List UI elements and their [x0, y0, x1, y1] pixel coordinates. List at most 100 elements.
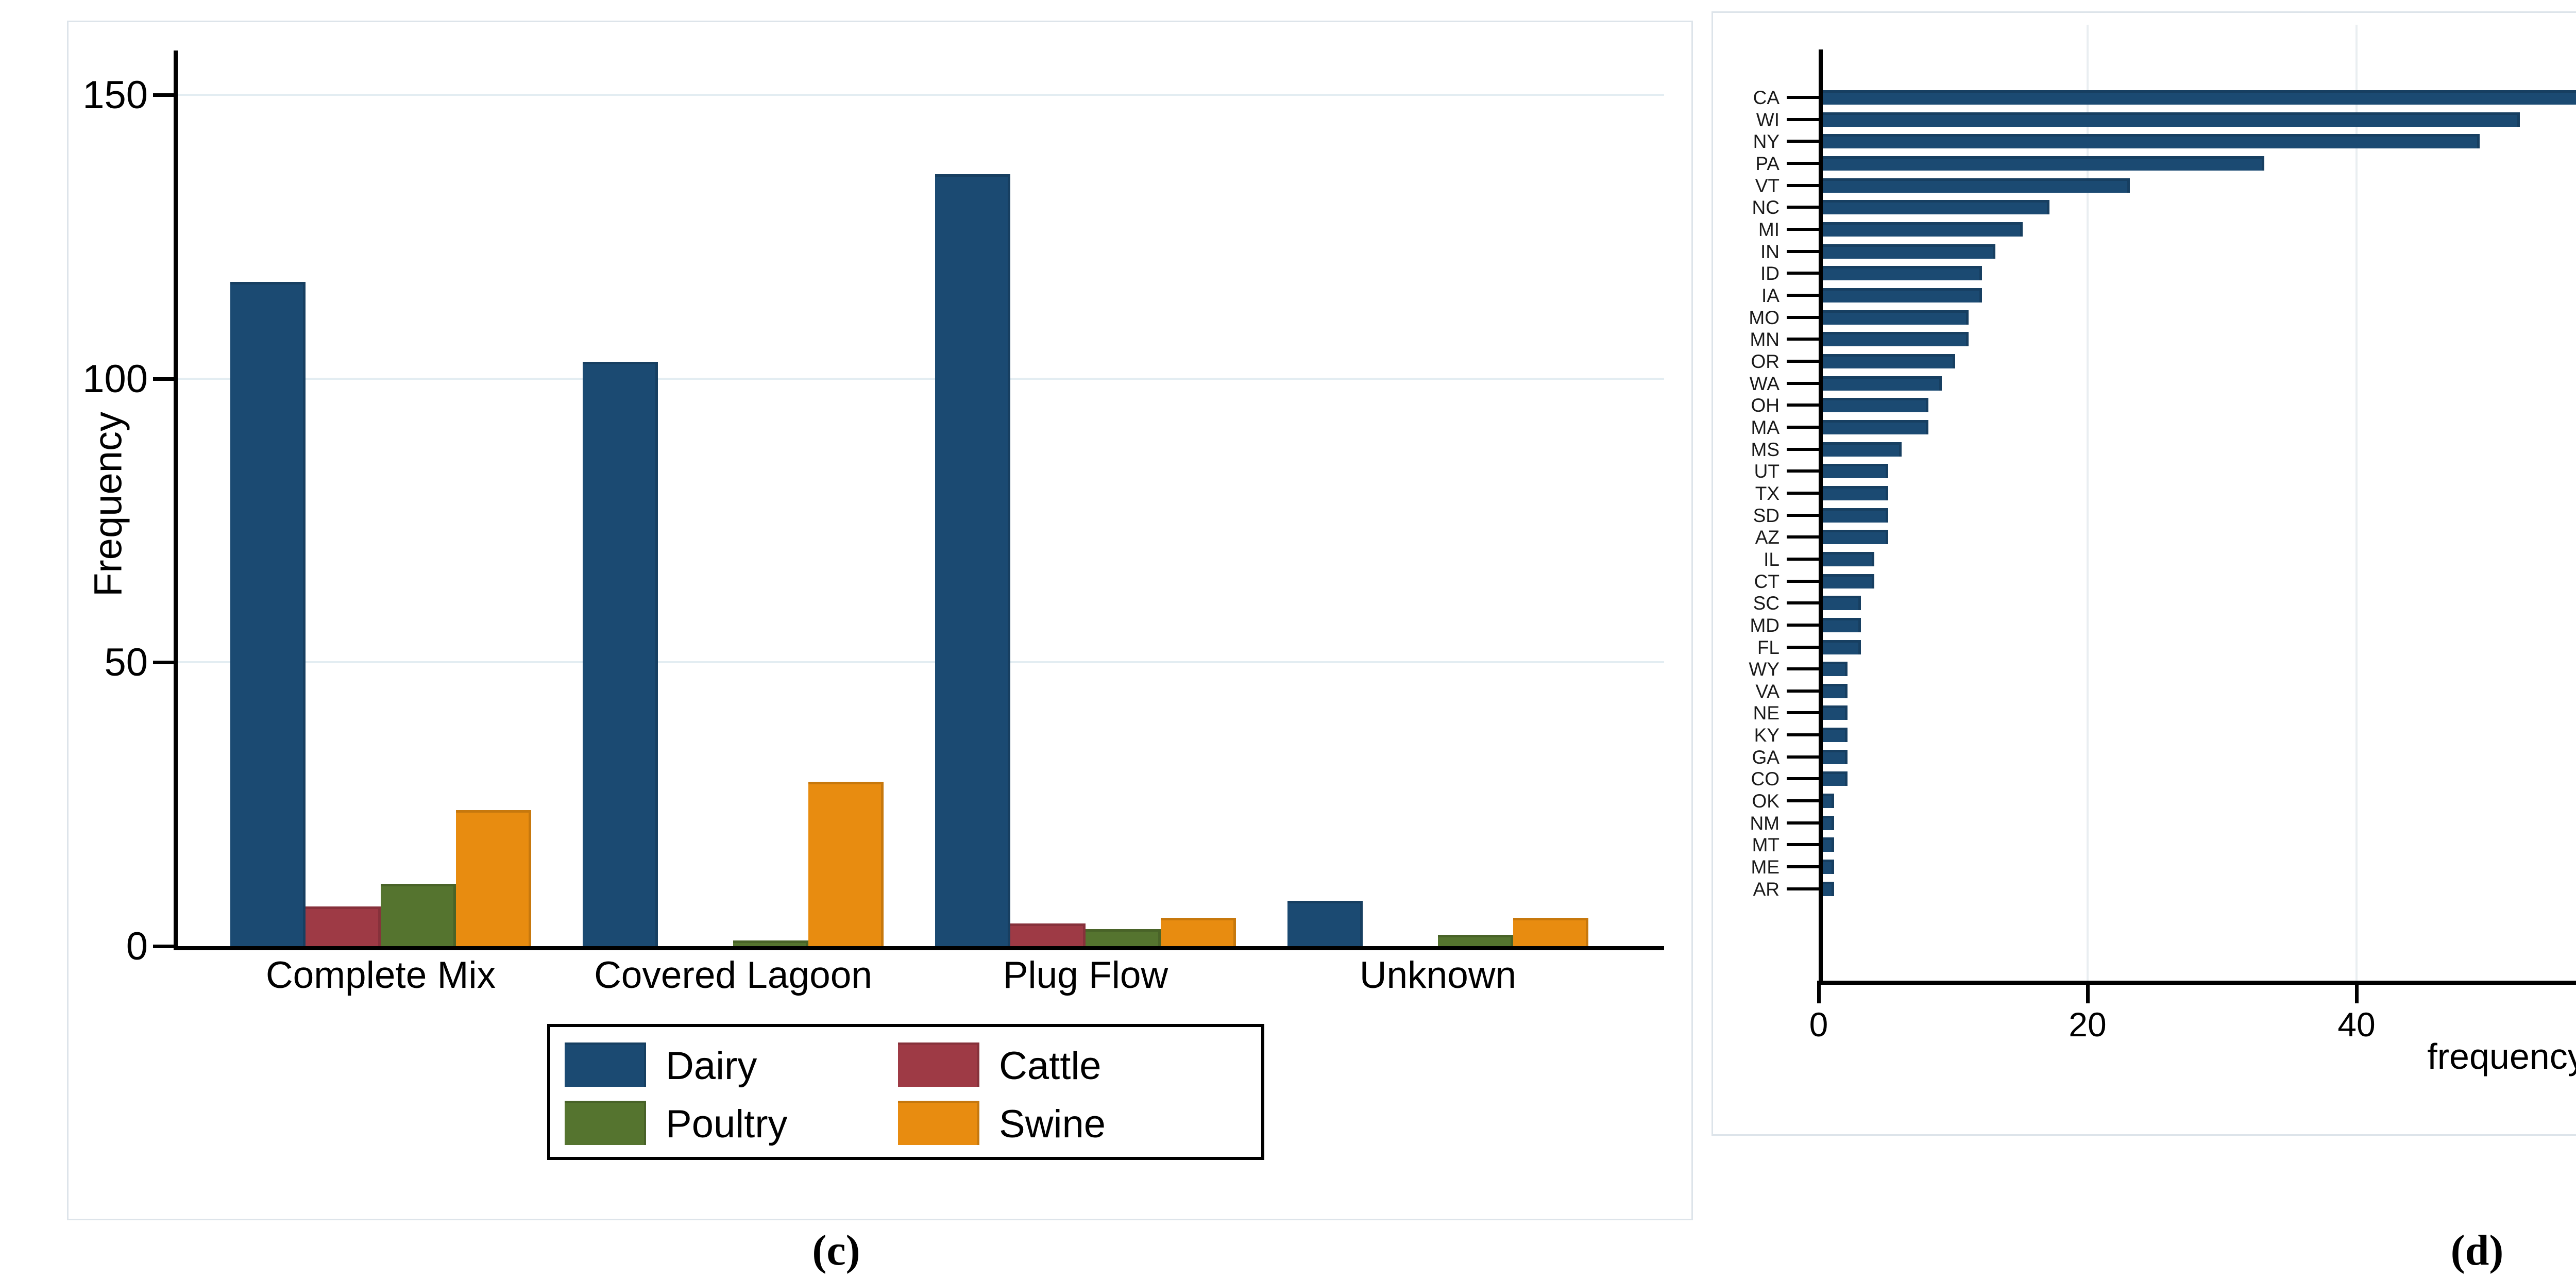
x-tick-label-20: 20 — [2069, 1005, 2107, 1044]
state-tick-ms — [1787, 447, 1819, 451]
y-tick-150 — [153, 93, 174, 97]
y-axis-line — [174, 51, 178, 950]
hbar-ar — [1821, 881, 1835, 896]
legend-swatch-cattle — [898, 1042, 979, 1087]
hbar-wi — [1821, 112, 2520, 127]
x-tick-20 — [2086, 981, 2090, 1003]
legend-label-poultry: Poultry — [666, 1102, 788, 1146]
hbar-pa — [1821, 156, 2265, 171]
state-tick-ky — [1787, 733, 1819, 737]
gridline-y-100 — [174, 377, 1664, 380]
state-tick-md — [1787, 623, 1819, 627]
x-tick-0 — [1817, 981, 1821, 1003]
state-tick-wa — [1787, 381, 1819, 385]
y-tick-label-0: 0 — [126, 924, 148, 968]
state-tick-nm — [1787, 821, 1819, 825]
hbar-ny — [1821, 134, 2480, 149]
x-tick-label-40: 40 — [2337, 1005, 2376, 1044]
state-tick-pa — [1787, 161, 1819, 165]
state-tick-ar — [1787, 887, 1819, 890]
state-tick-wy — [1787, 667, 1819, 671]
state-label-in: IN — [1760, 241, 1780, 262]
state-label-ar: AR — [1753, 878, 1780, 900]
category-label-2: Plug Flow — [1003, 954, 1168, 996]
state-label-mt: MT — [1752, 834, 1780, 856]
state-label-ny: NY — [1753, 131, 1780, 153]
bar-cattle-0 — [306, 906, 381, 946]
legend-swatch-swine — [898, 1101, 979, 1145]
state-tick-wi — [1787, 117, 1819, 121]
hbar-co — [1821, 771, 1848, 786]
hbar-ca — [1821, 90, 2576, 105]
bar-dairy-2 — [935, 174, 1010, 946]
category-label-3: Unknown — [1359, 954, 1517, 996]
state-label-mi: MI — [1758, 218, 1780, 240]
bar-swine-1 — [808, 781, 884, 946]
state-label-va: VA — [1755, 680, 1780, 702]
hbar-az — [1821, 530, 1888, 545]
x-tick-label-0: 0 — [1809, 1005, 1828, 1044]
state-label-vt: VT — [1755, 175, 1780, 196]
state-tick-ct — [1787, 579, 1819, 583]
bar-cattle-2 — [1010, 923, 1086, 946]
state-label-ct: CT — [1754, 570, 1780, 592]
state-label-ga: GA — [1752, 746, 1780, 768]
y-tick-label-50: 50 — [104, 641, 148, 685]
state-label-co: CO — [1751, 768, 1780, 790]
state-tick-ga — [1787, 755, 1819, 759]
state-tick-mo — [1787, 315, 1819, 319]
state-label-pa: PA — [1755, 153, 1780, 174]
hbar-nm — [1821, 815, 1835, 830]
caption-c: (c) — [812, 1226, 860, 1274]
state-label-ut: UT — [1754, 461, 1780, 482]
x-tick-label-60: 60 — [2574, 1007, 2576, 1041]
state-label-ok: OK — [1752, 791, 1780, 812]
state-tick-ca — [1787, 96, 1819, 99]
gridline-x-40 — [2355, 25, 2358, 981]
state-tick-me — [1787, 865, 1819, 869]
state-label-ma: MA — [1751, 416, 1780, 438]
hbar-mt — [1821, 837, 1835, 852]
state-label-fl: FL — [1757, 636, 1780, 658]
state-tick-va — [1787, 689, 1819, 693]
state-tick-fl — [1787, 645, 1819, 649]
state-label-wi: WI — [1756, 109, 1780, 130]
bar-dairy-3 — [1287, 900, 1363, 946]
legend-label-dairy: Dairy — [666, 1044, 757, 1088]
x-axis-line-right — [1819, 981, 2576, 985]
hbar-fl — [1821, 640, 1861, 654]
state-label-mo: MO — [1749, 307, 1780, 328]
state-label-ca: CA — [1753, 87, 1780, 108]
state-label-sd: SD — [1753, 505, 1780, 526]
hbar-mo — [1821, 310, 1969, 325]
gridline-x-20 — [2087, 25, 2089, 981]
state-tick-az — [1787, 535, 1819, 539]
hbar-ne — [1821, 705, 1848, 720]
category-label-1: Covered Lagoon — [594, 954, 872, 996]
state-tick-il — [1787, 557, 1819, 561]
hbar-or — [1821, 354, 1955, 368]
state-label-md: MD — [1750, 614, 1780, 636]
state-tick-mn — [1787, 338, 1819, 341]
hbar-mi — [1821, 222, 2023, 237]
hbar-wy — [1821, 662, 1848, 677]
legend-label-swine: Swine — [999, 1102, 1106, 1146]
gridline-y-50 — [174, 661, 1664, 664]
state-tick-ny — [1787, 140, 1819, 143]
state-tick-mi — [1787, 227, 1819, 231]
state-tick-co — [1787, 777, 1819, 781]
state-tick-or — [1787, 359, 1819, 363]
hbar-nc — [1821, 200, 2049, 215]
bar-swine-3 — [1513, 917, 1588, 946]
y-tick-label-100: 100 — [82, 357, 148, 401]
hbar-me — [1821, 860, 1835, 875]
hbar-va — [1821, 683, 1848, 698]
y-tick-100 — [153, 377, 174, 381]
bar-poultry-1 — [733, 940, 808, 946]
y-tick-50 — [153, 661, 174, 665]
state-label-or: OR — [1751, 350, 1780, 372]
bar-poultry-3 — [1438, 934, 1513, 946]
bar-swine-0 — [456, 810, 531, 946]
state-label-mn: MN — [1750, 329, 1780, 350]
x-tick-40 — [2355, 981, 2359, 1003]
